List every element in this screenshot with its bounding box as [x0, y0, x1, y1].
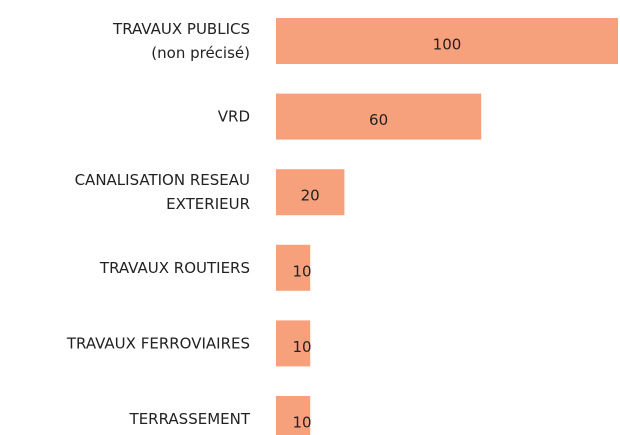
category-label: TRAVAUX FERROVIAIRES: [66, 334, 250, 352]
category-label-line: EXTERIEUR: [166, 195, 250, 213]
category-label-line: CANALISATION RESEAU: [75, 171, 250, 189]
value-label: 60: [369, 111, 388, 129]
category-label: VRD: [218, 107, 250, 125]
category-label: TRAVAUX ROUTIERS: [99, 258, 250, 276]
category-label-line: TRAVAUX FERROVIAIRES: [66, 334, 250, 352]
category-label-line: TERRASSEMENT: [129, 410, 251, 428]
value-label: 20: [301, 187, 320, 205]
bar: [276, 18, 618, 64]
category-label: CANALISATION RESEAU EXTERIEUR: [75, 171, 250, 213]
category-label-line: VRD: [218, 107, 250, 125]
bar: [276, 244, 311, 291]
value-label: 10: [292, 414, 311, 432]
category-label-line: TRAVAUX PUBLICS: [112, 20, 250, 38]
category-label: TRAVAUX PUBLICS (non précisé): [112, 20, 250, 62]
bar: [276, 169, 345, 216]
value-label: 10: [292, 338, 311, 356]
bar: [276, 320, 311, 367]
category-label-line: (non précisé): [151, 44, 250, 62]
bar: [276, 396, 311, 435]
bar: [276, 93, 482, 140]
value-label: 10: [292, 262, 311, 280]
category-label-line: TRAVAUX ROUTIERS: [99, 258, 250, 276]
value-label: 100: [433, 36, 462, 54]
category-label: TERRASSEMENT: [129, 410, 251, 428]
